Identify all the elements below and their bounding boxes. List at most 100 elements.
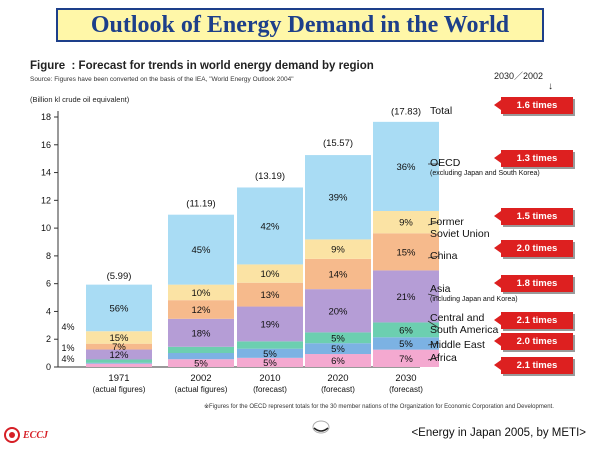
bar-segment bbox=[373, 270, 439, 323]
bar-segment bbox=[237, 187, 303, 265]
bar-segment bbox=[168, 300, 234, 319]
bar-segment bbox=[168, 346, 234, 354]
data-label: 5% bbox=[331, 333, 345, 344]
bar-total-label: (15.57) bbox=[323, 138, 353, 149]
data-label: 5% bbox=[399, 339, 413, 350]
bar-segment bbox=[373, 349, 439, 367]
y-axis-units: (Billion kl crude oil equivalent) bbox=[30, 95, 130, 104]
bar-segment bbox=[168, 359, 234, 367]
region-label-sub: (excluding Japan and South Korea) bbox=[430, 170, 540, 177]
x-tick-sublabel: (actual figures) bbox=[175, 385, 228, 394]
region-label: Asia (including Japan and Korea) bbox=[430, 283, 518, 305]
bar-segment bbox=[237, 341, 303, 349]
bar-total-label: (5.99) bbox=[107, 271, 132, 282]
bar-segment bbox=[373, 121, 439, 211]
page-title-banner: Outlook of Energy Demand in the World bbox=[56, 8, 544, 42]
bar-segment bbox=[305, 239, 371, 259]
y-tick-label: 16 bbox=[41, 140, 51, 150]
bar-segment bbox=[168, 353, 234, 360]
data-label: 4% bbox=[61, 322, 74, 332]
x-tick-label: 2030 bbox=[395, 373, 416, 384]
ratio-badge: 2.0 times bbox=[494, 240, 573, 257]
pointer-decoration-icon bbox=[312, 420, 330, 434]
bar-segment bbox=[305, 332, 371, 344]
ratio-badge: 1.6 times bbox=[494, 97, 573, 114]
data-label: 7% bbox=[112, 342, 126, 353]
y-tick-label: 8 bbox=[46, 251, 51, 261]
page-title: Outlook of Energy Demand in the World bbox=[90, 11, 510, 38]
y-tick-label: 0 bbox=[46, 362, 51, 372]
bar-segment bbox=[373, 233, 439, 271]
region-label-main: Asia bbox=[430, 283, 451, 295]
x-tick-label: 2002 bbox=[190, 373, 211, 384]
figure-title: Figure : Forecast for trends in world en… bbox=[30, 60, 374, 72]
x-tick-sublabel: (forecast) bbox=[321, 385, 355, 394]
ratio-badge: 1.5 times bbox=[494, 208, 573, 225]
region-label: China bbox=[430, 250, 457, 262]
data-label: 15% bbox=[109, 333, 129, 344]
data-label: 36% bbox=[396, 162, 416, 173]
bar-segment bbox=[305, 289, 371, 333]
leader-line bbox=[427, 342, 440, 346]
region-label-main: Central and South America bbox=[430, 312, 499, 336]
bar-segment bbox=[168, 214, 234, 285]
bar-segment bbox=[168, 318, 234, 347]
data-label: 20% bbox=[328, 306, 348, 317]
footnote: ※Figures for the OECD represent totals f… bbox=[204, 404, 554, 410]
leader-line bbox=[427, 293, 440, 298]
ratio-badge: 2.0 times bbox=[494, 333, 573, 350]
region-label-main: Africa bbox=[430, 352, 457, 364]
region-label-main: Middle East bbox=[430, 339, 485, 351]
bar-segment bbox=[86, 331, 152, 344]
y-tick-label: 2 bbox=[46, 334, 51, 344]
bar-segment bbox=[373, 210, 439, 234]
bar-segment bbox=[86, 363, 152, 367]
x-tick-label: 2020 bbox=[327, 373, 348, 384]
comparison-arrow: ↓ bbox=[548, 81, 553, 92]
data-label: 10% bbox=[260, 269, 280, 280]
region-label-main: China bbox=[430, 250, 458, 262]
data-label: 42% bbox=[260, 221, 280, 232]
bar-total-label: (13.19) bbox=[255, 171, 285, 182]
data-label: 5% bbox=[263, 358, 277, 369]
data-label: 18% bbox=[191, 328, 211, 339]
region-label: Former Soviet Union bbox=[430, 216, 490, 240]
data-label: 12% bbox=[109, 350, 129, 361]
data-label: 4% bbox=[61, 354, 74, 364]
bar-segment bbox=[373, 322, 439, 338]
bar-segment bbox=[86, 284, 152, 332]
y-tick-label: 14 bbox=[41, 168, 51, 178]
bar-segment bbox=[305, 354, 371, 367]
bar-segment bbox=[86, 362, 152, 364]
y-tick-label: 12 bbox=[41, 195, 51, 205]
data-label: 5% bbox=[331, 344, 345, 355]
data-label: 5% bbox=[263, 349, 277, 360]
y-tick-label: 6 bbox=[46, 279, 51, 289]
leader-line bbox=[427, 221, 440, 226]
region-label: Middle East bbox=[430, 339, 485, 351]
data-label: 45% bbox=[191, 245, 211, 256]
ratio-badge: 1.3 times bbox=[494, 150, 573, 167]
ratio-badge: 2.1 times bbox=[494, 357, 573, 374]
bar-segment bbox=[86, 343, 152, 350]
data-label: 9% bbox=[399, 218, 413, 229]
y-tick-label: 10 bbox=[41, 223, 51, 233]
region-label: Africa bbox=[430, 352, 457, 364]
leader-line bbox=[427, 356, 440, 361]
figure-source: Source: Figures have been converted on t… bbox=[30, 76, 294, 83]
bar-total-label: (11.19) bbox=[186, 199, 215, 210]
data-label: 6% bbox=[331, 356, 345, 367]
bar-total-label: (17.83) bbox=[391, 106, 421, 117]
x-tick-sublabel: (forecast) bbox=[389, 385, 423, 394]
logo-text: ECCJ bbox=[23, 429, 49, 441]
bar-segment bbox=[237, 264, 303, 283]
data-label: 6% bbox=[399, 325, 413, 336]
data-label: 14% bbox=[328, 270, 348, 281]
region-label-main: OECD bbox=[430, 157, 461, 169]
data-label: 1% bbox=[61, 343, 74, 353]
bar-segment bbox=[237, 282, 303, 307]
region-label-sub: (including Japan and Korea) bbox=[430, 296, 518, 303]
region-label: Total bbox=[430, 105, 452, 117]
x-tick-label: 1971 bbox=[108, 373, 129, 384]
eccj-logo: ECCJ bbox=[4, 427, 48, 443]
